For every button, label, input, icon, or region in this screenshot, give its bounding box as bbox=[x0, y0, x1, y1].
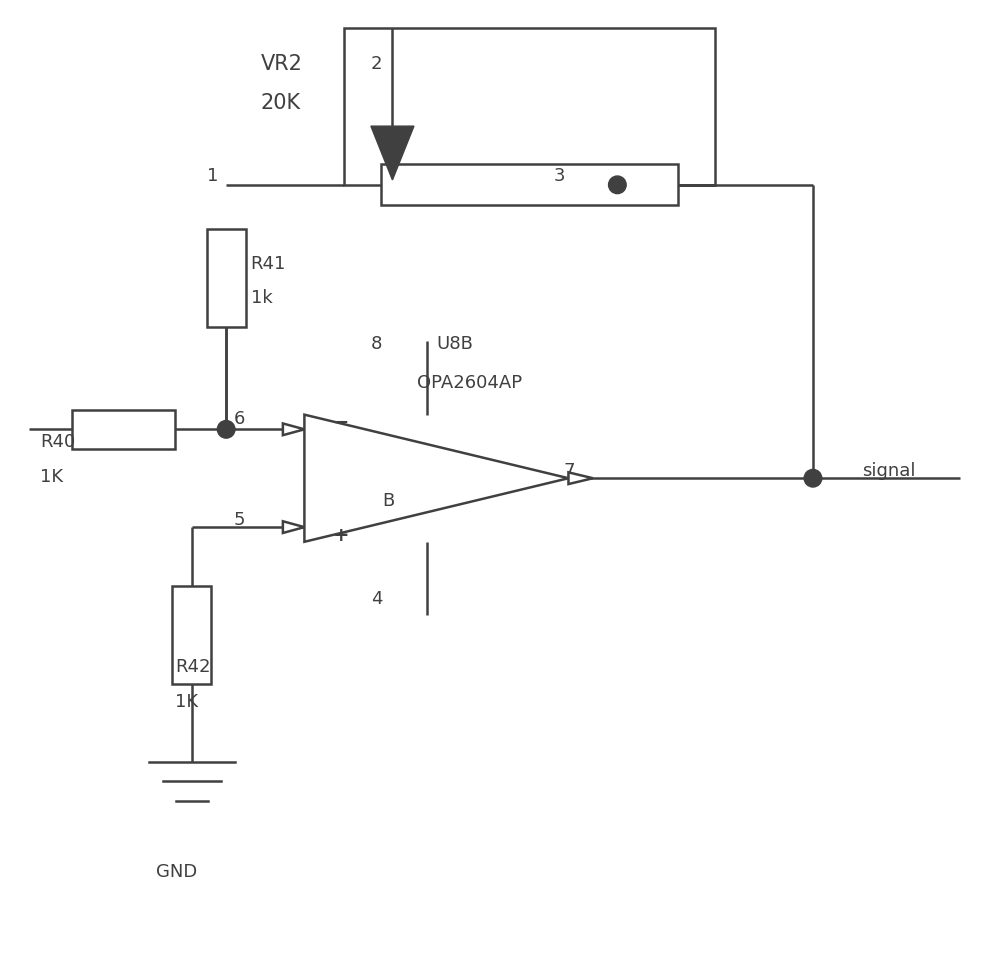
Text: R41: R41 bbox=[251, 255, 286, 273]
Text: 8: 8 bbox=[371, 335, 382, 353]
Text: 1: 1 bbox=[207, 167, 218, 185]
Text: 1k: 1k bbox=[251, 289, 272, 307]
Bar bbox=[172, 586, 211, 684]
Polygon shape bbox=[283, 522, 304, 533]
Text: 4: 4 bbox=[371, 589, 382, 607]
Text: 1K: 1K bbox=[175, 693, 198, 710]
Bar bbox=[72, 410, 175, 449]
Text: R42: R42 bbox=[175, 658, 211, 675]
Text: OPA2604AP: OPA2604AP bbox=[417, 374, 522, 392]
Text: 2: 2 bbox=[371, 55, 382, 72]
Text: VR2: VR2 bbox=[260, 54, 302, 73]
Text: +: + bbox=[333, 526, 350, 545]
Text: 3: 3 bbox=[554, 167, 565, 185]
Circle shape bbox=[804, 470, 822, 488]
Text: GND: GND bbox=[156, 863, 197, 880]
Text: 5: 5 bbox=[234, 511, 245, 529]
Text: 1K: 1K bbox=[40, 468, 63, 486]
Polygon shape bbox=[568, 473, 593, 485]
Text: signal: signal bbox=[862, 462, 915, 480]
Circle shape bbox=[217, 421, 235, 439]
Text: U8B: U8B bbox=[436, 335, 473, 353]
Text: −: − bbox=[333, 412, 350, 432]
Polygon shape bbox=[371, 127, 414, 181]
Text: R40: R40 bbox=[40, 433, 76, 450]
Text: 20K: 20K bbox=[260, 93, 301, 112]
Text: B: B bbox=[383, 491, 395, 509]
Text: 7: 7 bbox=[564, 462, 575, 480]
Text: 6: 6 bbox=[234, 409, 245, 427]
Polygon shape bbox=[304, 415, 568, 542]
Polygon shape bbox=[283, 424, 304, 436]
Bar bbox=[381, 165, 678, 206]
Bar bbox=[207, 230, 246, 327]
Circle shape bbox=[609, 177, 626, 194]
Bar bbox=[344, 29, 715, 186]
